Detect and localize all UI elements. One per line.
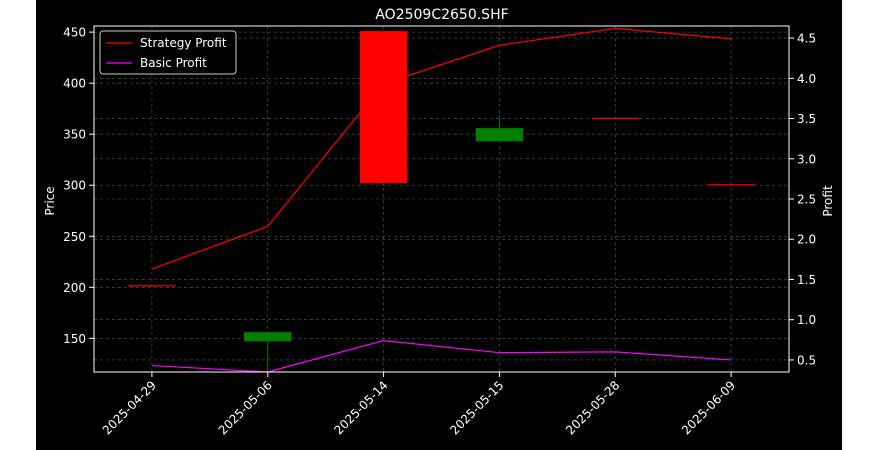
chart-title: AO2509C2650.SHF	[375, 7, 508, 23]
y-axis-label-left: Price	[43, 186, 57, 215]
legend-box	[99, 30, 237, 75]
right-tick-label: 1.0	[797, 313, 816, 327]
candle-body	[591, 117, 639, 120]
y-axis-label-right: Profit	[821, 185, 835, 217]
left-tick-label: 450	[63, 26, 86, 40]
x-tick-label: 2025-05-28	[563, 378, 622, 437]
left-tick-label: 200	[63, 281, 86, 295]
chart-svg: AO2509C2650.SHF 150 200 250 300 350 400 450 0.…	[43, 7, 835, 437]
candle-body	[475, 128, 524, 142]
left-tick-label: 400	[63, 77, 86, 91]
profit-lines	[151, 27, 732, 373]
x-tick-label: 2025-05-15	[447, 378, 506, 437]
right-tick-label: 2.0	[797, 233, 816, 247]
left-tick-label: 300	[63, 179, 86, 193]
basic-profit-line	[151, 340, 732, 373]
legend-label-basic-profit: Basic Profit	[140, 56, 207, 70]
right-tick-label: 3.5	[797, 112, 816, 126]
right-axis: 0.5 1.0 1.5 2.0 2.5 3.0 3.5 4.0 4.5	[789, 32, 816, 367]
x-tick-label: 2025-06-09	[679, 378, 738, 437]
x-tick-label: 2025-05-14	[331, 378, 390, 437]
left-tick-label: 250	[63, 230, 86, 244]
x-axis: 2025-04-29 2025-05-06 2025-05-14 2025-05-15…	[100, 372, 738, 437]
grid-lines	[94, 26, 789, 372]
x-tick-label: 2025-05-06	[216, 378, 275, 437]
right-tick-label: 1.5	[797, 273, 816, 287]
right-tick-label: 0.5	[797, 353, 816, 367]
right-tick-label: 3.0	[797, 152, 816, 166]
right-tick-label: 4.0	[797, 72, 816, 86]
x-tick-label: 2025-04-29	[100, 378, 159, 437]
candle-body	[244, 332, 292, 342]
candle-body	[128, 285, 176, 287]
chart-canvas: AO2509C2650.SHF 150 200 250 300 350 400 450 0.…	[36, 0, 842, 450]
right-tick-label: 2.5	[797, 193, 816, 207]
left-axis: 150 200 250 300 350 400 450	[63, 26, 94, 346]
candle-body	[707, 184, 755, 186]
legend: Strategy Profit Basic Profit	[99, 30, 237, 75]
strategy-profit-line	[151, 27, 732, 270]
left-tick-label: 150	[63, 332, 86, 346]
candles	[128, 31, 755, 372]
candle-body	[359, 31, 408, 184]
right-tick-label: 4.5	[797, 32, 816, 46]
legend-label-strategy-profit: Strategy Profit	[140, 36, 227, 50]
left-tick-label: 350	[63, 128, 86, 142]
